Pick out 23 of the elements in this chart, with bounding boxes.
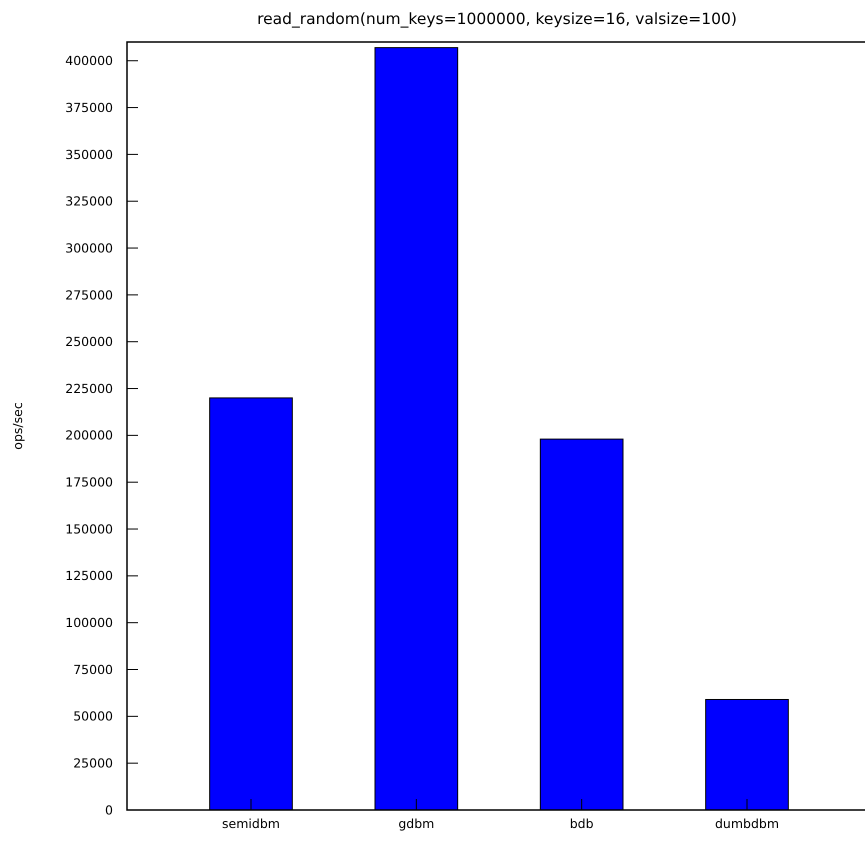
y-tick-label: 300000: [65, 240, 114, 256]
y-tick-label: 25000: [73, 756, 114, 771]
y-tick-label: 150000: [65, 521, 114, 536]
x-tick-label: dumbdbm: [714, 816, 780, 831]
y-tick-label: 325000: [65, 194, 114, 209]
y-tick-label: 100000: [65, 615, 114, 630]
y-tick-label: 225000: [65, 380, 114, 396]
y-tick-label: 0: [105, 802, 114, 818]
x-tick-label: gdbm: [398, 816, 434, 831]
y-tick-label: 275000: [65, 287, 114, 302]
y-tick-label: 125000: [65, 568, 114, 584]
y-tick-label: 400000: [65, 53, 114, 68]
y-axis-title: ops/sec: [10, 402, 25, 450]
y-tick-label: 175000: [65, 474, 114, 490]
chart-title: read_random(num_keys=1000000, keysize=16, valsize=100): [257, 10, 737, 28]
y-tick-label: 375000: [65, 100, 114, 115]
x-tick-label: semidbm: [222, 816, 280, 831]
y-tick-label: 50000: [73, 708, 114, 724]
x-tick-label: bdb: [570, 816, 594, 831]
y-tick-label: 250000: [65, 334, 114, 350]
y-tick-label: 75000: [73, 662, 114, 677]
y-tick-label: 200000: [65, 428, 114, 443]
y-tick-label: 350000: [65, 146, 114, 162]
